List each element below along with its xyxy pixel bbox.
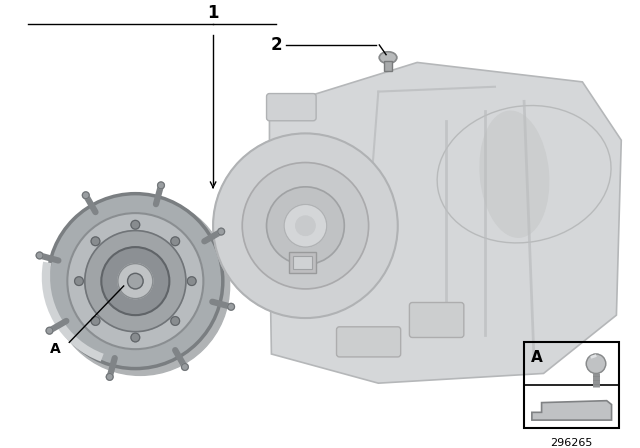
Circle shape [83,192,89,198]
Circle shape [171,317,180,325]
Ellipse shape [480,111,548,237]
Circle shape [586,354,605,374]
Circle shape [91,317,100,325]
Circle shape [157,182,164,189]
Circle shape [42,336,69,363]
Circle shape [48,194,223,369]
Circle shape [131,333,140,342]
Circle shape [296,216,315,236]
Circle shape [85,231,186,332]
Text: A: A [531,350,543,365]
Circle shape [213,134,397,318]
Circle shape [188,277,196,285]
Circle shape [101,247,170,315]
Bar [384,61,392,71]
FancyBboxPatch shape [337,327,401,357]
Circle shape [243,163,369,289]
Text: A: A [51,342,61,356]
Circle shape [91,237,100,246]
Circle shape [46,327,53,334]
FancyBboxPatch shape [410,302,464,337]
Circle shape [218,228,225,235]
Text: 296265: 296265 [550,438,593,448]
Bar [292,256,312,269]
Text: 1: 1 [207,4,219,22]
Text: 2: 2 [271,36,282,54]
Circle shape [171,237,180,246]
Circle shape [284,204,327,247]
Circle shape [127,273,143,289]
Circle shape [131,220,140,229]
Bar [524,342,620,428]
Circle shape [67,213,204,349]
Circle shape [118,263,153,299]
Ellipse shape [51,197,230,375]
Circle shape [75,277,83,285]
Polygon shape [269,62,621,383]
Ellipse shape [437,106,611,243]
FancyBboxPatch shape [266,94,316,121]
Bar [289,252,316,273]
Polygon shape [532,401,612,420]
Circle shape [266,187,344,265]
Circle shape [228,303,234,310]
Ellipse shape [380,52,397,64]
Circle shape [36,252,43,259]
Circle shape [106,374,113,380]
Circle shape [182,364,188,370]
